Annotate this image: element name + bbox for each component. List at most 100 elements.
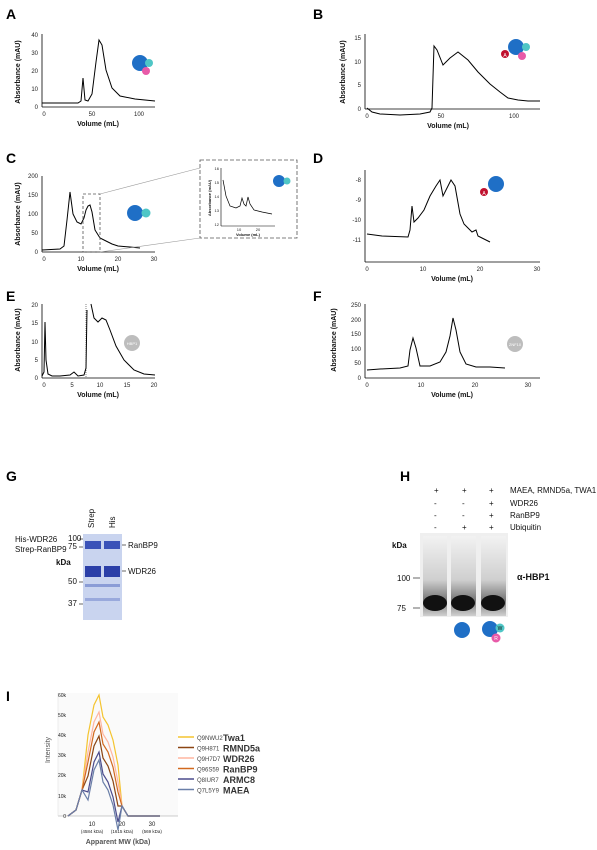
g-lane-his: His: [108, 516, 117, 528]
b-a-label: A: [503, 53, 507, 59]
h-antibody: α-HBP1: [517, 572, 550, 582]
d-ytick: -11: [353, 238, 362, 244]
i-ytick: 50k: [58, 713, 67, 719]
panel-i-chart: 0 10k 20k 30k 40k 50k 60k 10 20 30 (4584…: [45, 693, 261, 846]
e-hbp1-icon: [124, 335, 140, 351]
h-mark: -: [462, 499, 465, 508]
h-mark: +: [489, 523, 494, 532]
i-ytick: 20k: [58, 773, 67, 779]
b-xtick: 0: [365, 114, 369, 120]
a-xlabel: Volume (mL): [77, 121, 119, 128]
e-ytick: 10: [31, 340, 38, 346]
i-legend-id: Q8IUR7: [197, 778, 219, 784]
c-xtick: 30: [151, 257, 158, 263]
h-mark: +: [489, 511, 494, 520]
d-xtick: 0: [365, 267, 369, 273]
panel-a-chart: 0 10 20 30 40 0 50 100 Volume (mL) Absor…: [15, 33, 156, 128]
f-xtick: 0: [365, 383, 369, 389]
h-w-icon: [495, 623, 505, 633]
h-row-label: MAEA, RMND5a, TWA1: [510, 486, 597, 495]
panel-d-chart: -8 -9 -10 -11 0 10 20 30 Volume (mL) A: [352, 170, 541, 283]
b-ytick: 15: [354, 36, 361, 42]
c-xtick: 10: [78, 257, 85, 263]
f-ytick: 200: [351, 318, 362, 324]
f-xtick: 20: [472, 383, 479, 389]
g-kda: kDa: [56, 558, 71, 567]
e-xtick: 5: [70, 383, 74, 389]
panel-b-chart: 0 5 10 15 0 50 100 Volume (mL) Absorbanc…: [340, 34, 540, 130]
e-xtick: 20: [151, 383, 158, 389]
c-inset-ytick: 12: [215, 222, 220, 227]
d-xtick: 10: [420, 267, 427, 273]
a-xtick: 100: [134, 112, 145, 118]
b-ytick: 10: [354, 60, 361, 66]
g-marker: 37: [68, 599, 77, 608]
i-series-lines: [67, 693, 160, 831]
a-xtick: 0: [42, 112, 46, 118]
c-w-icon: [141, 208, 151, 218]
panel-i-letter: I: [6, 688, 10, 704]
c-inset-trace: [222, 179, 273, 215]
h-mark: -: [434, 499, 437, 508]
f-znf10-icon: [507, 336, 523, 352]
i-ytick: 60k: [58, 693, 67, 699]
c-inset-xlabel: Volume (mL): [236, 232, 261, 237]
a-ylabel: Absorbance (mAU): [15, 40, 22, 103]
i-legend-name: ARMC8: [223, 775, 255, 785]
c-xlabel: Volume (mL): [77, 266, 119, 273]
h-row-label: RanBP9: [510, 511, 540, 520]
h-marker: 75: [397, 604, 406, 613]
e-ytick: 15: [31, 321, 38, 327]
f-xlabel: Volume (mL): [431, 392, 473, 399]
h-mark: +: [462, 523, 467, 532]
h-w-label: W: [498, 626, 503, 632]
c-inset-w-icon: [283, 177, 291, 185]
g-row-label: Strep-RanBP9: [15, 545, 67, 554]
d-xlabel: Volume (mL): [431, 276, 473, 283]
i-ytick: 0: [63, 814, 66, 820]
d-ytick: -10: [352, 218, 361, 224]
h-mark: +: [434, 486, 439, 495]
d-ytick: -8: [356, 178, 362, 184]
i-ylabel: Intensity: [45, 736, 52, 763]
i-legend-name: RanBP9: [223, 765, 258, 775]
f-ytick: 150: [351, 332, 362, 338]
c-inset-core-icon: [273, 175, 285, 187]
panel-c-chart: 0 50 100 150 200 0 10 20 30 Volume (mL) …: [15, 159, 298, 273]
i-xsub: (1615 kDa): [111, 829, 134, 834]
c-xtick: 20: [115, 257, 122, 263]
a-trace: [42, 38, 156, 104]
i-legend-id: Q9H7D7: [197, 757, 221, 763]
c-zoom-box: [82, 193, 101, 253]
c-inset-xtick: 10: [237, 227, 242, 232]
c-ylabel: Absorbance (mAU): [15, 182, 22, 245]
c-ytick: 0: [35, 250, 39, 256]
e-xtick: 10: [97, 383, 104, 389]
panel-g-letter: G: [6, 468, 17, 484]
e-ytick: 5: [35, 358, 39, 364]
h-marker: 100: [397, 574, 411, 583]
c-ytick: 50: [31, 231, 38, 237]
d-xtick: 30: [534, 267, 541, 273]
g-marker: 100: [68, 534, 82, 543]
b-core-icon: [508, 39, 524, 55]
c-inset-ytick: 14: [215, 194, 220, 199]
d-a-icon: [480, 188, 488, 196]
e-trace: [41, 303, 156, 377]
i-legend-id: Q96S59: [197, 768, 220, 774]
panel-e-chart: 0 5 10 15 20 0 5 10 15 20 Volume (mL) Ab…: [15, 303, 158, 399]
a-core-icon: [132, 55, 148, 71]
d-trace: [366, 178, 491, 243]
h-core-icon-2: [482, 621, 498, 637]
g-band-wdr26: WDR26: [128, 567, 157, 576]
b-ylabel: Absorbance (mAU): [340, 40, 347, 103]
i-legend-name: RMND5a: [223, 744, 261, 754]
c-ytick: 150: [28, 193, 39, 199]
e-hbp1-label: HBP1: [127, 341, 138, 346]
a-ytick: 20: [31, 69, 38, 75]
e-xtick: 0: [42, 383, 46, 389]
f-ytick: 250: [351, 303, 362, 309]
f-xtick: 10: [418, 383, 425, 389]
